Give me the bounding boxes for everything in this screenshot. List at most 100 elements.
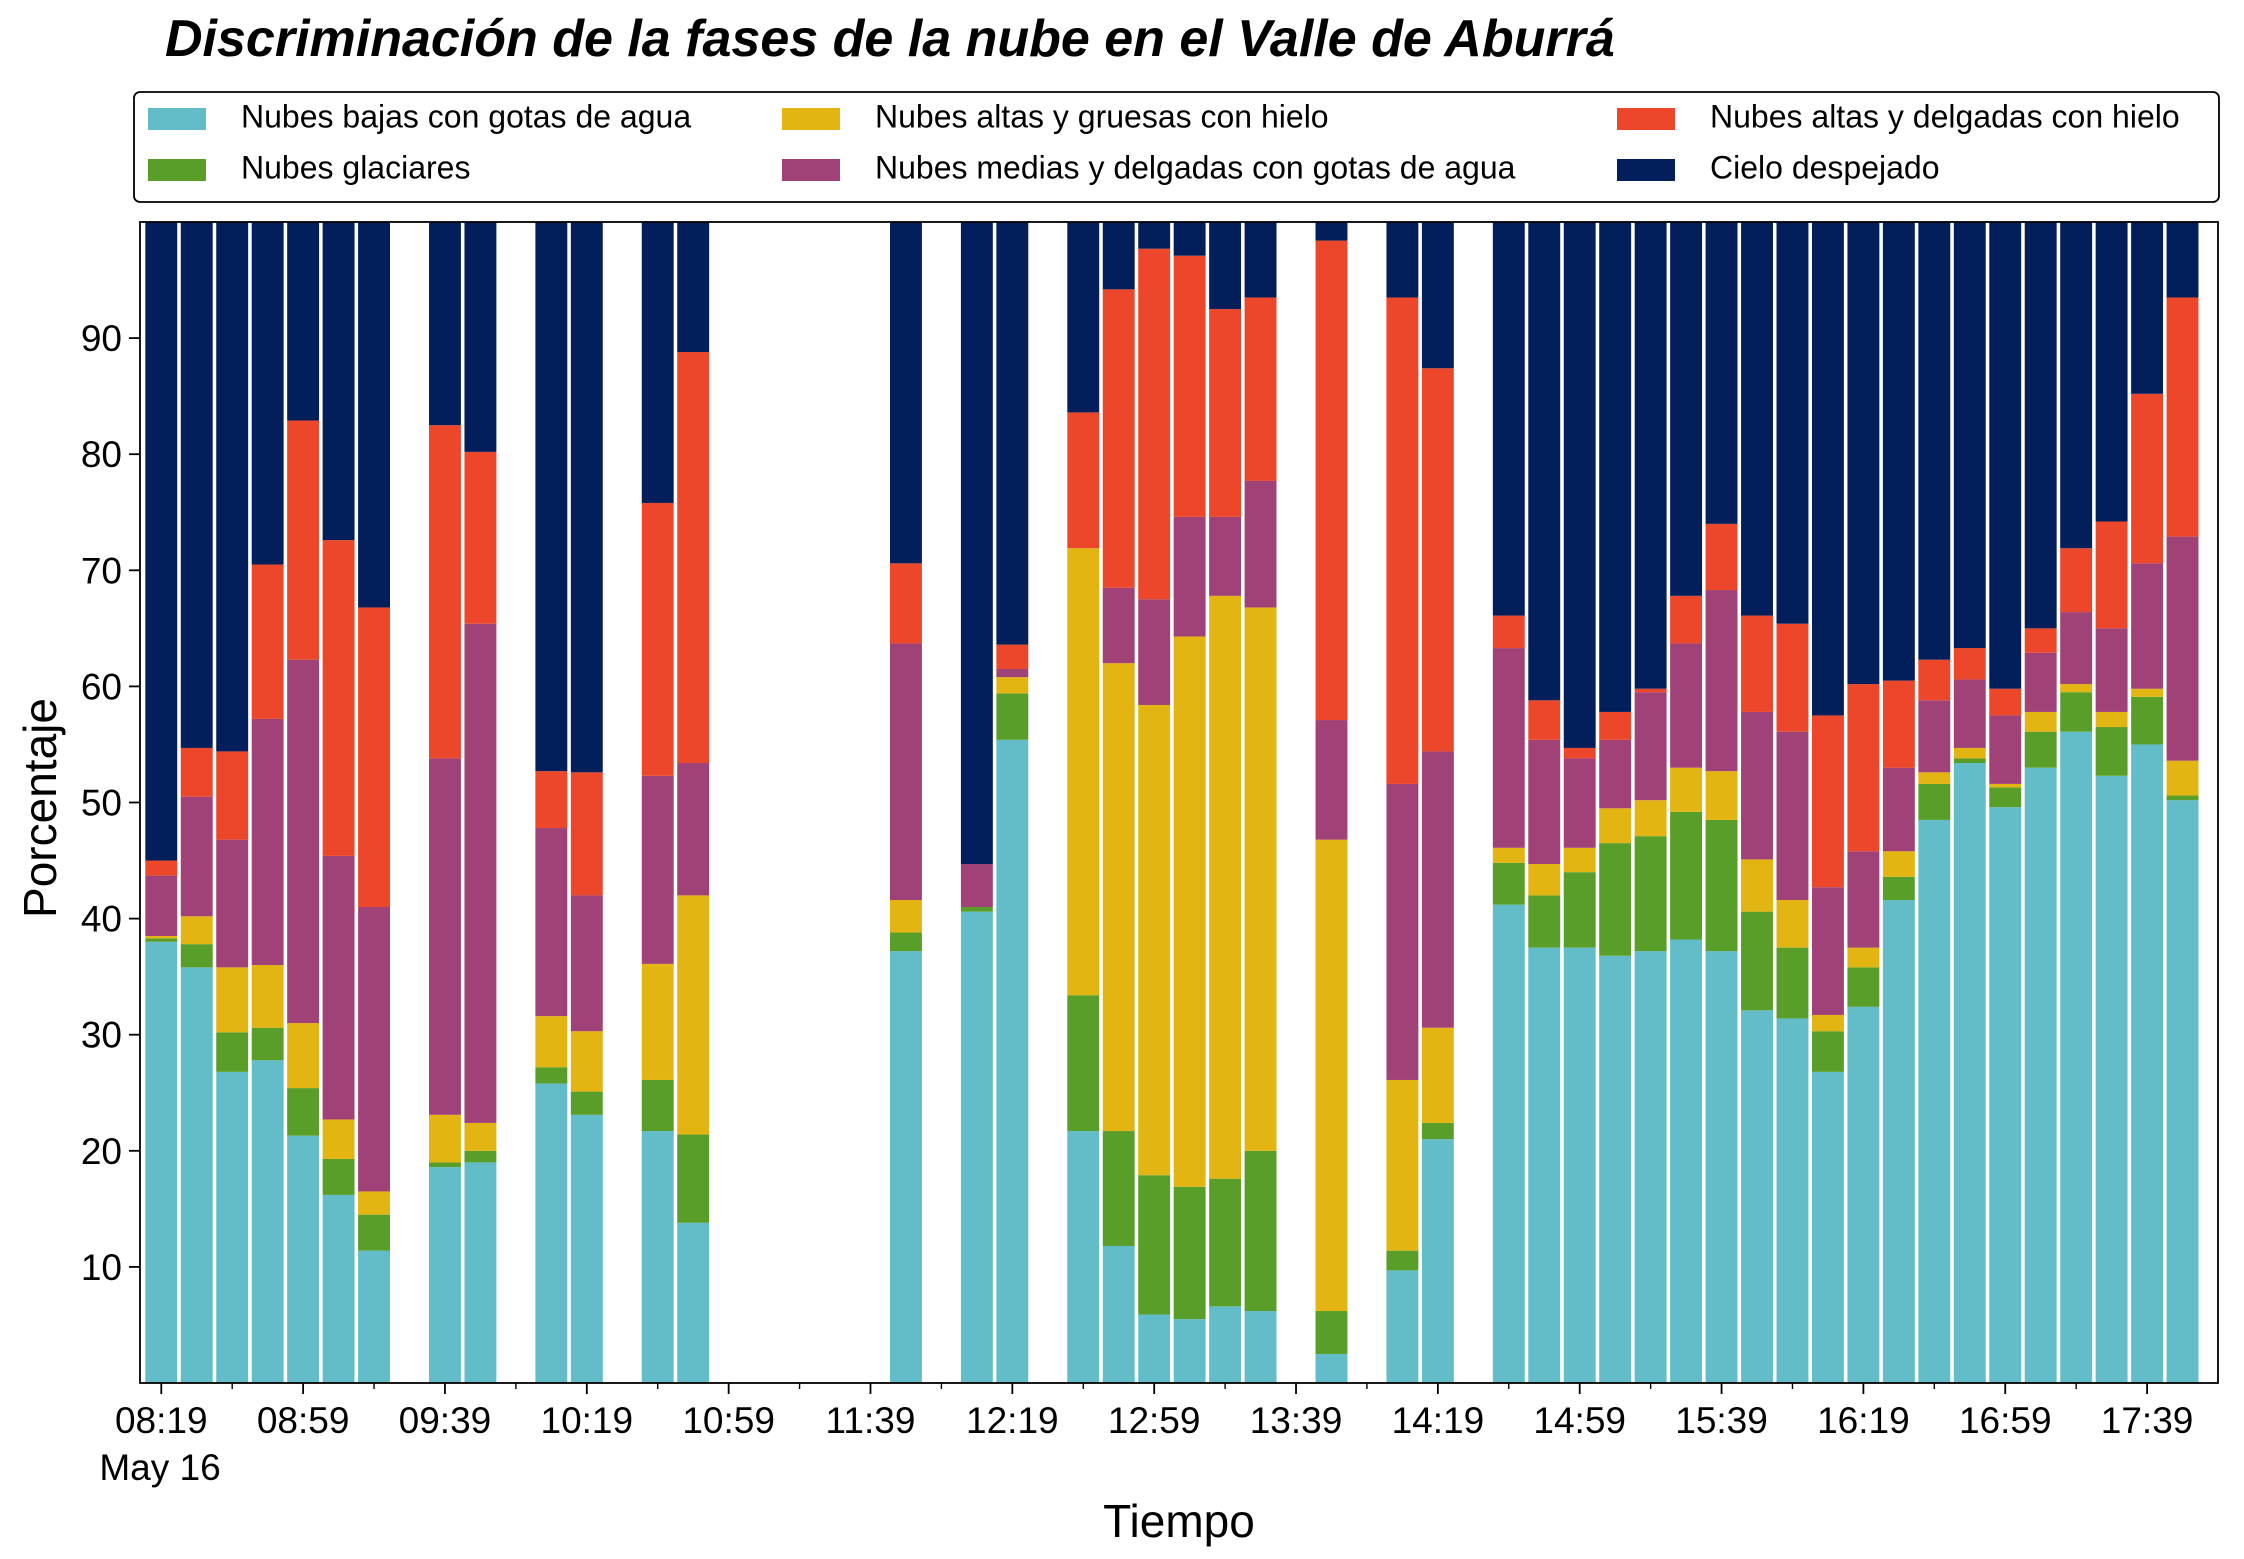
bar-segment: [1918, 222, 1951, 660]
bar-segment: [1634, 836, 1667, 952]
bar-segment: [2166, 760, 2199, 796]
bar-segment: [1989, 807, 2022, 1383]
bar-segment: [358, 1214, 390, 1251]
bar-segment: [1953, 648, 1986, 680]
bar-segment: [641, 775, 674, 964]
x-tick-label: 08:59: [257, 1400, 350, 1441]
bar-segment: [1953, 222, 1986, 649]
bar-segment: [216, 839, 249, 968]
bar-segment: [1811, 222, 1844, 716]
bar-segment: [960, 906, 993, 912]
date-label: May 16: [99, 1447, 220, 1488]
bar-segment: [216, 222, 249, 752]
bar-segment: [1847, 684, 1880, 852]
x-tick-label: 09:39: [399, 1400, 492, 1441]
bar-segment: [322, 1158, 355, 1195]
bar-segment: [1386, 783, 1419, 1080]
bar-segment: [1421, 751, 1454, 1028]
bar-segment: [1244, 607, 1277, 1151]
bar-segment: [464, 451, 497, 624]
bar-segment: [2166, 222, 2199, 298]
bar-segment: [1102, 1246, 1135, 1383]
bar-segment: [1386, 1250, 1419, 1271]
bar-segment: [1599, 808, 1632, 844]
bar-segment: [996, 644, 1029, 669]
bar-segment: [1847, 947, 1880, 968]
bar-segment: [889, 900, 922, 933]
bar-segment: [1741, 711, 1773, 860]
bar-segment: [1138, 248, 1171, 600]
legend-label: Nubes altas y gruesas con hielo: [875, 98, 1329, 134]
bar-segment: [1315, 1353, 1348, 1383]
bar-segment: [1989, 787, 2022, 808]
bar-segment: [2095, 727, 2128, 776]
legend-label: Nubes medias y delgadas con gotas de agu…: [875, 149, 1516, 185]
bar-segment: [322, 540, 355, 856]
bar-segment: [1244, 1311, 1277, 1383]
bar-segment: [464, 1162, 497, 1383]
bar-segment: [1209, 309, 1242, 517]
bar-segment: [535, 1083, 568, 1383]
bar-segment: [996, 668, 1029, 678]
bar-segment: [322, 1194, 355, 1383]
bar-segment: [1067, 222, 1100, 413]
y-tick-label: 50: [81, 783, 122, 824]
bar-segment: [2060, 692, 2093, 732]
bar-segment: [1953, 763, 1986, 1383]
y-tick-label: 70: [81, 550, 122, 591]
bar-segment: [1173, 255, 1206, 517]
bar-segment: [1599, 711, 1632, 740]
bar-segment: [641, 502, 674, 776]
bar-segment: [1138, 1314, 1171, 1383]
bar-segment: [1847, 222, 1880, 685]
chart-title: Discriminación de la fases de la nube en…: [165, 10, 1615, 68]
bar-segment: [1741, 1010, 1773, 1383]
bar-segment: [1563, 758, 1596, 848]
bar-segment: [889, 643, 922, 901]
bar-segment: [145, 936, 178, 939]
bar-segment: [1244, 222, 1277, 298]
bar-segment: [1138, 704, 1171, 1176]
bar-segment: [429, 222, 461, 426]
bar-segment: [429, 758, 461, 1115]
bar-segment: [1528, 222, 1561, 701]
bar-segment: [1138, 599, 1171, 705]
bar-segment: [1953, 758, 1986, 764]
bar-segment: [464, 1122, 497, 1151]
bar-segment: [251, 718, 284, 966]
bar-segment: [2024, 711, 2057, 732]
legend-swatch: [148, 159, 206, 181]
y-tick-label: 90: [81, 318, 122, 359]
bar-segment: [358, 607, 390, 907]
bar-segment: [1492, 904, 1525, 1383]
bar-segment: [1705, 771, 1738, 820]
bar-segment: [1492, 847, 1525, 863]
bar-segment: [2024, 628, 2057, 653]
bar-segment: [1918, 659, 1951, 701]
bar-segment: [1705, 590, 1738, 772]
bar-segment: [1421, 1122, 1454, 1140]
bar-segment: [2166, 297, 2199, 537]
bar-segment: [1670, 643, 1703, 768]
bar-segment: [358, 1191, 390, 1215]
bar-segment: [1882, 767, 1915, 852]
bar-segment: [358, 1250, 390, 1383]
bar-segment: [1102, 289, 1135, 588]
x-tick-label: 10:19: [541, 1400, 634, 1441]
bar-segment: [1776, 900, 1809, 948]
bar-segment: [216, 1071, 249, 1383]
bar-segment: [1918, 700, 1951, 773]
bar-segment: [2131, 744, 2164, 1383]
bar-segment: [251, 564, 284, 719]
y-axis-label: Porcentaje: [14, 698, 66, 918]
bar-segment: [535, 771, 568, 829]
bar-segment: [996, 739, 1029, 1383]
x-tick-label: 14:19: [1392, 1400, 1485, 1441]
x-tick-label: 15:39: [1675, 1400, 1768, 1441]
bar-segment: [1315, 240, 1348, 721]
bar-segment: [641, 963, 674, 1080]
bar-segment: [960, 222, 993, 865]
bar-segment: [535, 1016, 568, 1068]
bar-segment: [464, 623, 497, 1123]
bar-segment: [1492, 648, 1525, 848]
